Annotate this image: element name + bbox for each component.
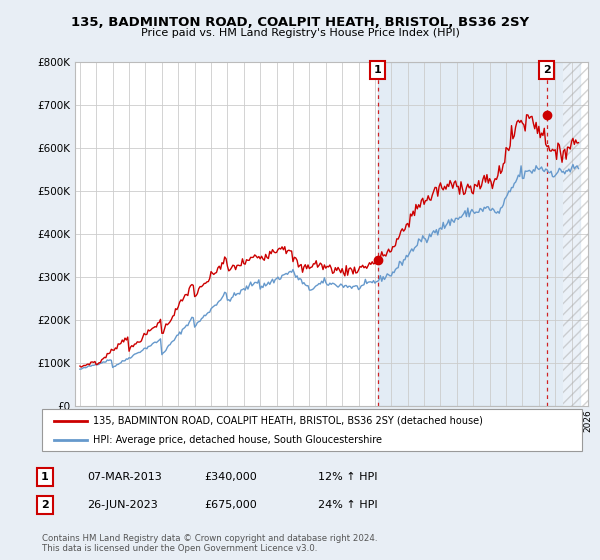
- Text: Contains HM Land Registry data © Crown copyright and database right 2024.
This d: Contains HM Land Registry data © Crown c…: [42, 534, 377, 553]
- Text: £675,000: £675,000: [204, 500, 257, 510]
- Text: 07-MAR-2013: 07-MAR-2013: [87, 472, 162, 482]
- Text: 26-JUN-2023: 26-JUN-2023: [87, 500, 158, 510]
- Text: 135, BADMINTON ROAD, COALPIT HEATH, BRISTOL, BS36 2SY: 135, BADMINTON ROAD, COALPIT HEATH, BRIS…: [71, 16, 529, 29]
- Text: 135, BADMINTON ROAD, COALPIT HEATH, BRISTOL, BS36 2SY (detached house): 135, BADMINTON ROAD, COALPIT HEATH, BRIS…: [93, 416, 483, 426]
- Text: 2: 2: [543, 65, 551, 75]
- Text: 1: 1: [374, 65, 382, 75]
- Text: 24% ↑ HPI: 24% ↑ HPI: [318, 500, 377, 510]
- Text: 1: 1: [41, 472, 49, 482]
- Text: £340,000: £340,000: [204, 472, 257, 482]
- Bar: [378, 62, 580, 406]
- Text: HPI: Average price, detached house, South Gloucestershire: HPI: Average price, detached house, Sout…: [93, 435, 382, 445]
- Text: 12% ↑ HPI: 12% ↑ HPI: [318, 472, 377, 482]
- Text: 2: 2: [41, 500, 49, 510]
- Text: Price paid vs. HM Land Registry's House Price Index (HPI): Price paid vs. HM Land Registry's House …: [140, 28, 460, 38]
